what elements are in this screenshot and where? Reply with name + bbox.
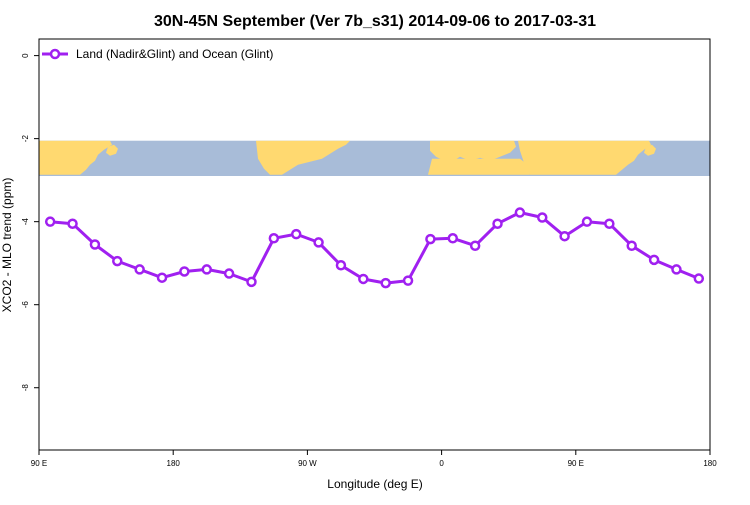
data-point <box>581 216 593 227</box>
data-point <box>134 264 145 275</box>
map-land-africa <box>428 158 530 175</box>
data-point <box>626 240 637 251</box>
data-point <box>693 273 705 284</box>
x-tick-label: 0 <box>439 459 444 468</box>
y-tick-label: 0 <box>21 53 30 58</box>
y-tick-label: -2 <box>21 135 30 143</box>
legend-marker-swatch <box>49 48 61 60</box>
data-point <box>313 237 324 248</box>
plot-frame <box>38 38 711 451</box>
data-point <box>179 266 190 277</box>
x-tick-label: 90 W <box>298 459 317 468</box>
data-point <box>514 207 526 218</box>
map-land-japan-east <box>644 144 656 156</box>
map-land-japan-west <box>106 144 118 156</box>
data-point <box>358 273 369 285</box>
map-land-europe <box>430 140 516 163</box>
y-tick-label: -8 <box>21 384 30 392</box>
y-tick-label: -6 <box>21 301 30 309</box>
x-tick-label: 90 E <box>568 459 584 468</box>
data-point <box>380 277 391 289</box>
data-point <box>671 264 682 275</box>
world-map-strip <box>39 140 710 176</box>
data-point <box>67 218 78 229</box>
data-point <box>425 233 436 245</box>
data-point <box>268 233 280 244</box>
data-point <box>537 212 548 223</box>
x-tick-label: 90 E <box>31 459 47 468</box>
y-axis-label: XCO2 - MLO trend (ppm) <box>0 178 14 313</box>
y-tick-label: -4 <box>21 218 30 226</box>
data-point <box>604 218 615 229</box>
data-point <box>44 216 56 227</box>
legend: Land (Nadir&Glint) and Ocean (Glint) <box>42 47 273 61</box>
data-point <box>156 272 168 283</box>
data-point <box>648 254 660 266</box>
map-land-north-america <box>256 140 350 175</box>
data-point <box>402 275 414 286</box>
data-point <box>559 230 570 242</box>
x-tick-label: 180 <box>167 459 181 468</box>
x-axis-label: Longitude (deg E) <box>327 477 422 491</box>
data-point <box>492 218 503 229</box>
data-point <box>223 268 235 279</box>
map-land-asia-west <box>39 140 112 175</box>
series-line <box>50 211 700 285</box>
data-point <box>447 233 459 244</box>
map-land-asia-east <box>518 140 651 175</box>
chart-title: 30N-45N September (Ver 7b_s31) 2014-09-0… <box>154 13 596 30</box>
axes: 90 E 180 90 W 0 90 E 180 0 -2 -4 -6 -8 <box>21 38 717 468</box>
series-layer <box>44 207 705 289</box>
legend-label: Land (Nadir&Glint) and Ocean (Glint) <box>76 47 273 61</box>
data-point <box>246 276 257 288</box>
x-tick-label: 180 <box>703 459 717 468</box>
data-point <box>201 264 212 275</box>
data-point <box>335 260 347 271</box>
data-point <box>89 239 101 250</box>
data-point <box>290 228 302 240</box>
data-point <box>112 255 123 267</box>
data-point <box>469 240 481 251</box>
